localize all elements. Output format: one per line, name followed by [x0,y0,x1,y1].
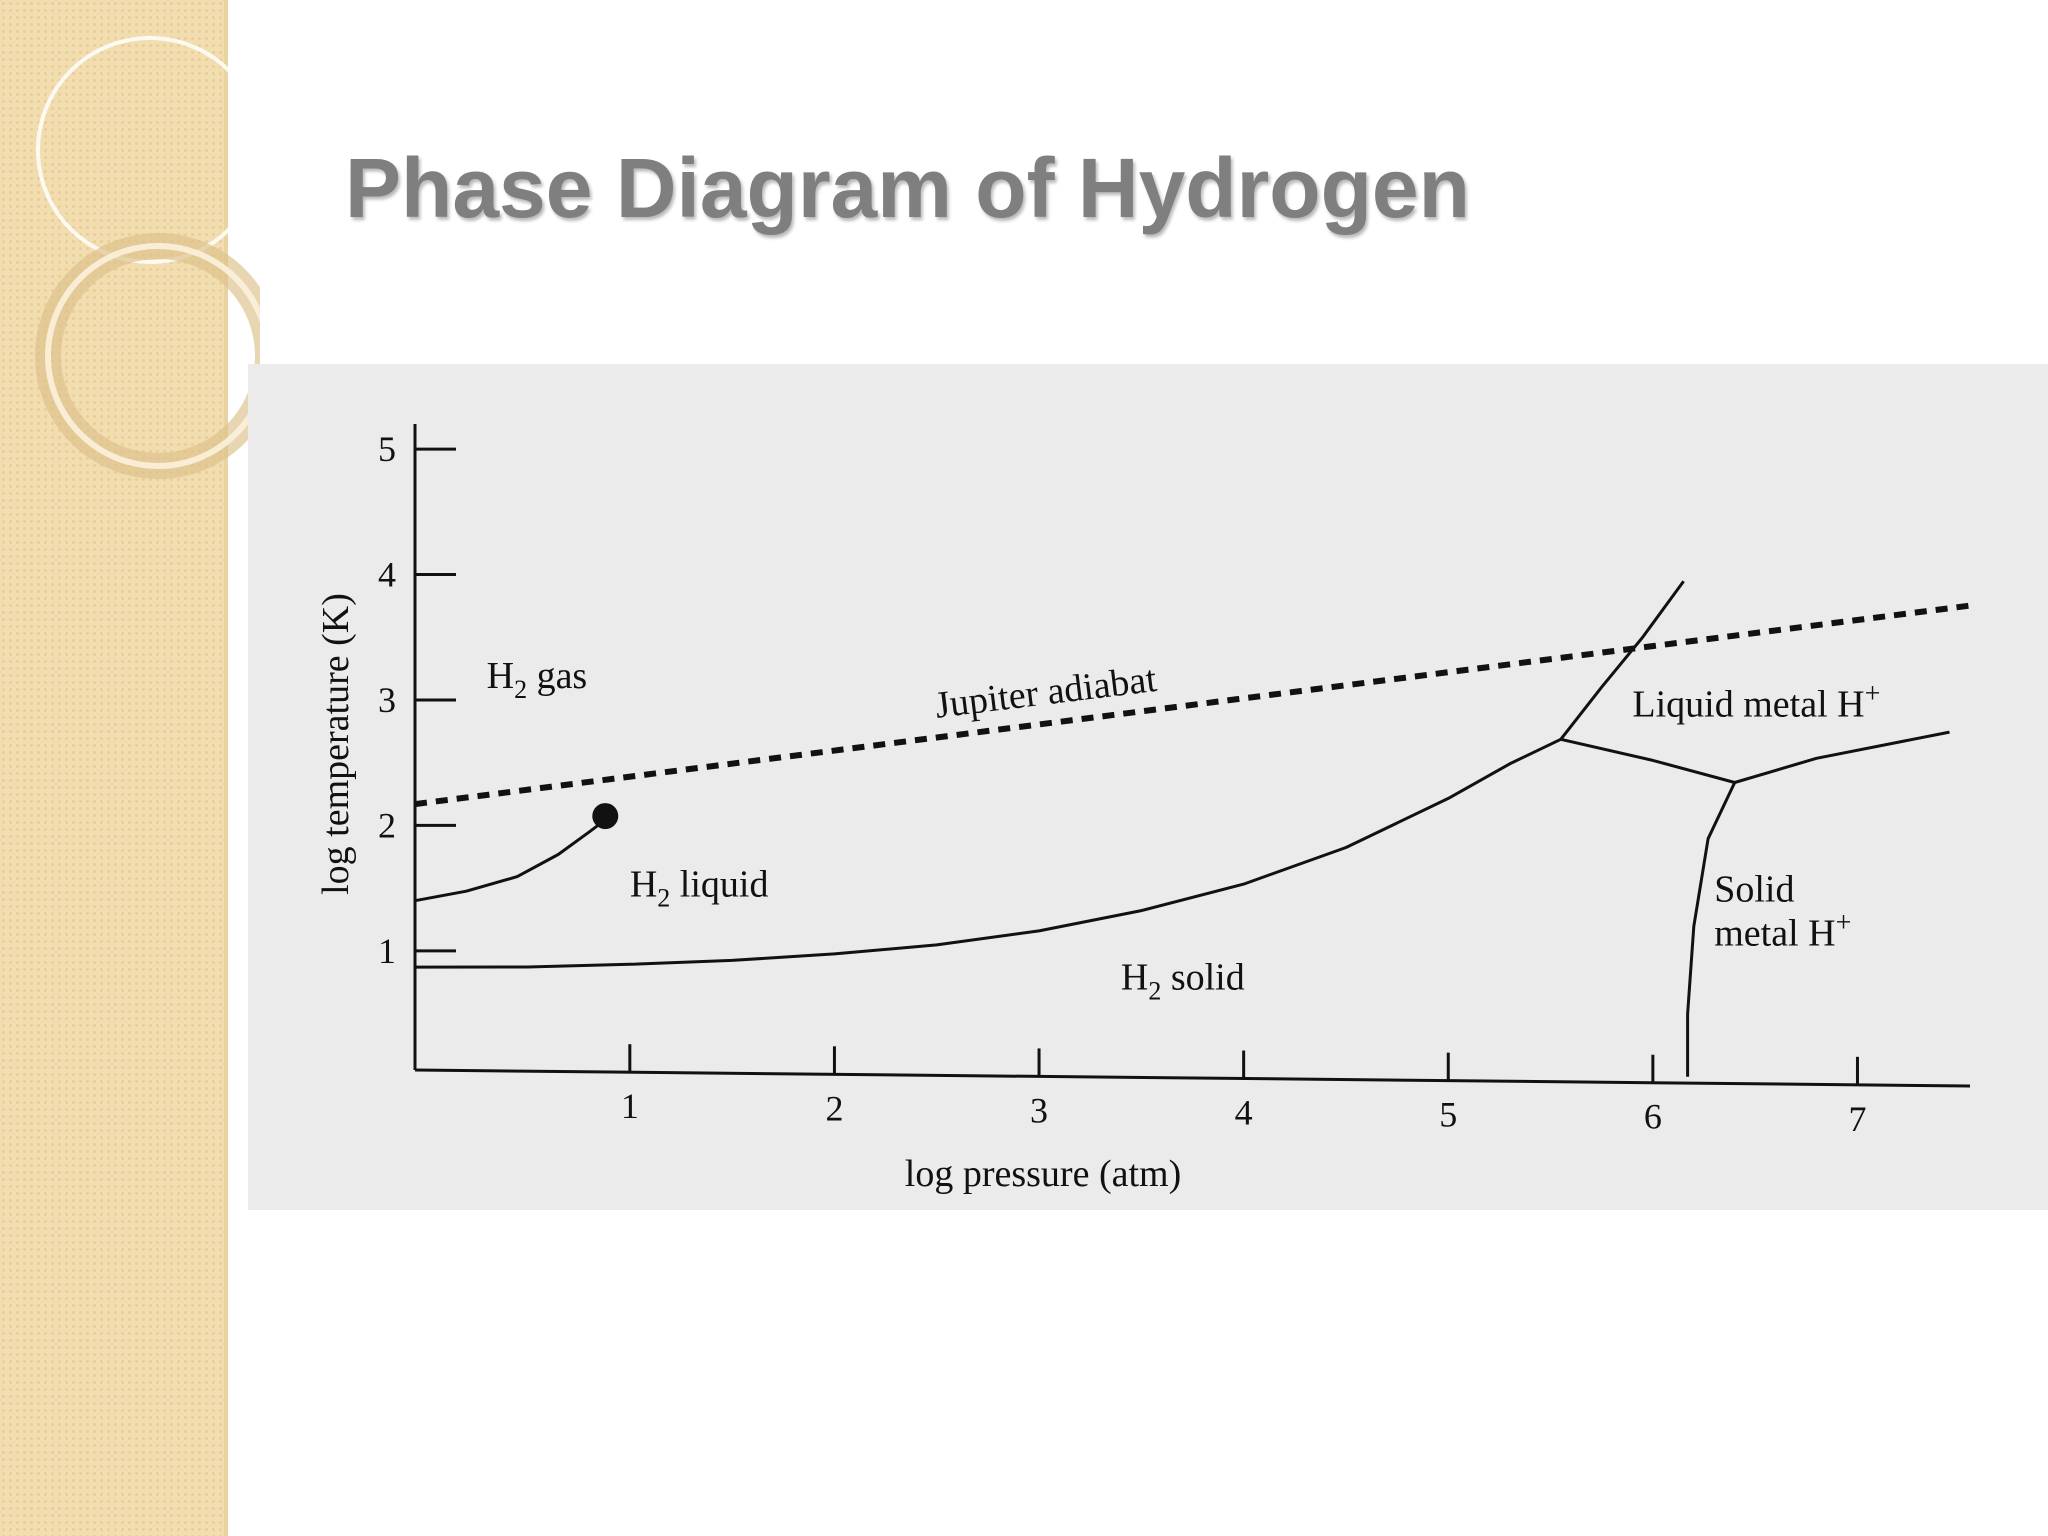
phase-boundary-2 [414,737,1562,969]
annotation-3: Jupiter adiabat [933,658,1160,727]
y-tick-label-2: 2 [378,805,396,845]
y-axis-ticks: 1 2 3 4 5 [378,429,456,971]
annotation-text: Jupiter adiabat [933,658,1160,727]
annotation-subscript: 2 [1148,976,1161,1005]
annotation-text-rest: liquid [670,864,768,906]
annotation-subscript: 2 [514,675,527,704]
phase-boundary-6 [1686,781,1737,1077]
x-axis-label: log pressure (atm) [905,1153,1181,1195]
y-tick-label-4: 4 [378,555,396,595]
y-tick-label-5: 5 [378,429,396,469]
x-tick-label-7: 7 [1848,1099,1866,1139]
annotation-superscript: + [1865,678,1881,709]
x-tick-label-4: 4 [1235,1093,1253,1133]
phase-boundary-3 [1559,580,1685,741]
phase-boundary-4 [1560,737,1736,784]
critical-point-marker [592,803,619,830]
series-layer [414,580,1971,1077]
annotation-superscript: + [1836,907,1852,938]
ring-inner-highlight [45,243,260,469]
phase-boundary-1 [414,818,607,903]
x-tick-label-5: 5 [1439,1095,1457,1135]
series-jupiter-adiabat [414,602,1971,808]
y-tick-label-1: 1 [378,931,396,971]
side-band-edge [224,0,228,1536]
annotation-subscript: 2 [657,884,670,913]
y-axis-label: log temperature (K) [315,593,357,895]
phase-boundary-5 [1734,730,1950,784]
annotation-1: H2 liquid [630,864,769,913]
decorative-rings [35,36,260,479]
x-axis-ticks: 1 2 3 4 5 6 7 [621,1044,1866,1139]
annotation-text: H [487,655,514,697]
annotation-2: H2 solid [1121,956,1245,1005]
annotation-text: Liquid metal H [1632,683,1864,725]
x-tick-label-6: 6 [1644,1097,1662,1137]
x-axis-line [414,1068,1971,1088]
marker-layer [592,803,619,830]
x-tick-label-3: 3 [1030,1090,1048,1130]
slide-title: Phase Diagram of Hydrogen [345,141,1470,235]
ring-outer [36,36,260,264]
annotation-6: metal H+ [1714,907,1851,954]
x-tick-label-1: 1 [621,1086,639,1126]
annotation-4: Liquid metal H+ [1632,678,1880,725]
annotation-text: Solid [1714,868,1794,910]
annotation-5: Solid [1714,868,1794,910]
annotation-text: metal H [1714,912,1835,954]
annotation-text-rest: gas [527,655,587,697]
y-tick-label-3: 3 [378,680,396,720]
annotation-text: H [630,864,657,906]
x-tick-label-2: 2 [825,1088,843,1128]
annotation-text: H [1121,956,1148,998]
annotation-text-rest: solid [1161,956,1244,998]
annotation-0: H2 gas [487,655,588,704]
